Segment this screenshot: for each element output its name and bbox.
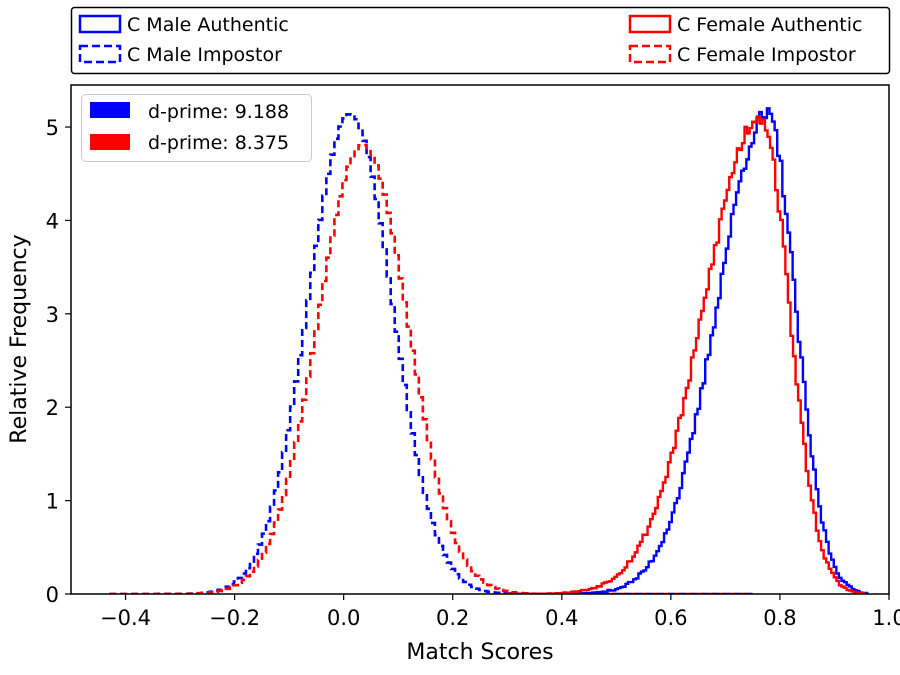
y-tick-label: 0 xyxy=(46,583,59,607)
y-axis-label: Relative Frequency xyxy=(7,234,32,443)
legend-swatch-female-authentic xyxy=(628,14,672,34)
top-legend-entry-female-authentic: C Female Authentic xyxy=(628,14,862,36)
x-tick-label: 0.6 xyxy=(654,606,687,630)
legend-label-male-authentic: C Male Authentic xyxy=(127,14,289,36)
y-tick-label: 3 xyxy=(46,303,59,327)
x-axis-label: Match Scores xyxy=(406,640,553,665)
y-tick-label: 4 xyxy=(46,209,59,233)
x-tick-label: 0.0 xyxy=(327,606,360,630)
top-legend: C Male Authentic C Female Authentic C Ma… xyxy=(70,6,891,75)
dprime-swatch-female xyxy=(90,134,130,150)
top-legend-frame xyxy=(70,6,891,75)
dprime-label-female: d-prime: 8.375 xyxy=(148,132,289,154)
dprime-label-male: d-prime: 9.188 xyxy=(148,101,289,123)
inner-legend-frame xyxy=(81,94,312,162)
legend-label-female-impostor: C Female Impostor xyxy=(677,44,856,66)
top-legend-entry-female-impostor: C Female Impostor xyxy=(628,44,856,66)
series-c-female-authentic xyxy=(507,115,866,594)
legend-swatch-female-impostor xyxy=(628,44,672,64)
y-tick-label: 5 xyxy=(46,116,59,140)
dprime-swatch-male xyxy=(90,102,130,118)
y-axis: 0 1 2 3 4 5 xyxy=(46,116,71,607)
y-tick-label: 2 xyxy=(46,396,59,420)
legend-label-male-impostor: C Male Impostor xyxy=(127,44,282,66)
legend-swatch-male-authentic xyxy=(78,14,122,34)
legend-swatch-male-impostor xyxy=(78,44,122,64)
y-tick-label: 1 xyxy=(46,490,59,514)
x-tick-label: −0.4 xyxy=(100,606,151,630)
x-tick-label: 0.2 xyxy=(436,606,469,630)
x-axis: −0.4 −0.2 0.0 0.2 0.4 0.6 0.8 1.0 xyxy=(100,594,900,630)
x-tick-label: 0.4 xyxy=(545,606,578,630)
series-c-female-impostor xyxy=(109,143,753,594)
top-legend-entry-male-authentic: C Male Authentic xyxy=(78,14,289,36)
series-layer xyxy=(109,107,869,594)
plot-frame xyxy=(70,84,890,595)
legend-label-female-authentic: C Female Authentic xyxy=(677,14,862,36)
series-c-male-impostor xyxy=(109,113,753,594)
top-legend-entry-male-impostor: C Male Impostor xyxy=(78,44,282,66)
inner-legend-entry-female: d-prime: 8.375 xyxy=(90,132,289,154)
x-tick-label: −0.2 xyxy=(209,606,260,630)
inner-legend-entry-male: d-prime: 9.188 xyxy=(90,101,289,123)
inner-legend: d-prime: 9.188 d-prime: 8.375 xyxy=(81,94,312,162)
x-tick-label: 1.0 xyxy=(872,606,900,630)
series-c-male-authentic xyxy=(507,107,869,594)
x-tick-label: 0.8 xyxy=(763,606,796,630)
